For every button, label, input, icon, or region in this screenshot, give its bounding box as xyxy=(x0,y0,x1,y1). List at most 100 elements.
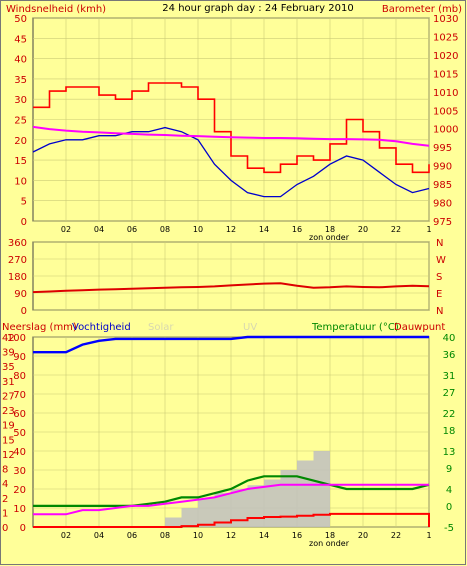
wind-tick-label: 10 xyxy=(14,176,27,187)
x-tick-label-bottom: 06 xyxy=(127,531,137,540)
temperature-tick-label: 9 xyxy=(446,464,452,475)
barometer-tick-label: 1020 xyxy=(433,51,458,62)
temperature-tick-label: 40 xyxy=(443,333,456,344)
wind-tick-label: 45 xyxy=(14,34,27,45)
x-tick-label-top: 06 xyxy=(127,225,137,234)
x-tick-label-bottom: 08 xyxy=(160,531,170,540)
wind-direction-line xyxy=(32,282,430,294)
compass-label: N xyxy=(436,306,443,317)
x-tick-label-bottom: 18 xyxy=(325,531,335,540)
rain-tick-label: 42 xyxy=(2,333,15,344)
rain-tick-label: 31 xyxy=(2,377,15,388)
barometer-tick-label: 1010 xyxy=(433,88,458,99)
rain-tick-label: 15 xyxy=(2,435,15,446)
chart-title: 24 hour graph day : 24 February 2010 xyxy=(162,3,353,14)
humidity-tick-label: 50 xyxy=(13,428,26,439)
x-tick-label-top: 16 xyxy=(292,225,302,234)
barometer-axis-title: Barometer (mb) xyxy=(382,4,462,15)
barometer-tick-label: 1030 xyxy=(433,14,458,25)
uv-axis-title: UV xyxy=(243,322,257,333)
compass-label: S xyxy=(436,272,442,283)
humidity-tick-label: 60 xyxy=(13,409,26,420)
x-tick-label-bottom: 22 xyxy=(391,531,401,540)
barometer-tick-label: 1025 xyxy=(433,32,458,43)
x-tick-label-top: 04 xyxy=(94,225,104,234)
barometer-tick-label: 995 xyxy=(433,143,452,154)
x-tick-label-bottom: 1 xyxy=(426,531,431,540)
wind-tick-label: 5 xyxy=(21,197,27,208)
solar-axis-title: Solar xyxy=(148,322,174,333)
barometer-line xyxy=(32,125,430,147)
humidity-tick-label: 30 xyxy=(13,466,26,477)
rain-tick-label: 23 xyxy=(2,406,15,417)
x-tick-label-top: 08 xyxy=(160,225,170,234)
direction-tick-label: 270 xyxy=(8,255,27,266)
dewpoint-axis-title: Dauwpunt xyxy=(394,322,445,333)
wind-tick-label: 20 xyxy=(14,136,27,147)
humidity-tick-label: 20 xyxy=(13,485,26,496)
wind-tick-label: 0 xyxy=(21,217,27,228)
direction-tick-label: 90 xyxy=(14,289,27,300)
barometer-tick-label: 975 xyxy=(433,217,452,228)
solar-bar xyxy=(181,508,198,527)
solar-bar xyxy=(198,498,215,527)
temperature-tick-label: 13 xyxy=(443,447,456,458)
barometer-tick-label: 990 xyxy=(433,162,452,173)
solar-bar xyxy=(165,517,182,527)
humidity-tick-label: 100 xyxy=(7,333,26,344)
x-tick-label-top: 14 xyxy=(259,225,269,234)
barometer-tick-label: 1000 xyxy=(433,125,458,136)
temperature-tick-label: 27 xyxy=(443,388,456,399)
rain-tick-label: 8 xyxy=(2,465,8,476)
barometer-tick-label: 1015 xyxy=(433,69,458,80)
wind-tick-label: 30 xyxy=(14,95,27,106)
x-tick-label-bottom: 20 xyxy=(358,531,368,540)
wind-tick-label: 25 xyxy=(14,116,27,127)
dewpoint-line xyxy=(33,483,429,516)
temperature-tick-label: -5 xyxy=(444,523,454,534)
x-tick-label-top: 10 xyxy=(193,225,203,234)
temperature-tick-label: 31 xyxy=(443,371,456,382)
x-tick-label-bottom: 04 xyxy=(94,531,104,540)
wind-tick-label: 40 xyxy=(14,55,27,66)
solar-bar xyxy=(247,485,264,527)
solar-bar xyxy=(313,451,330,527)
direction-tick-label: 180 xyxy=(8,272,27,283)
rain-tick-label: 27 xyxy=(2,391,15,402)
solar-bar xyxy=(264,479,281,527)
temperature-line xyxy=(33,475,430,507)
humidity-tick-label: 90 xyxy=(13,352,26,363)
temperature-tick-label: 4 xyxy=(446,485,452,496)
x-tick-label-bottom: 14 xyxy=(259,531,269,540)
compass-label: E xyxy=(436,289,442,300)
compass-label: W xyxy=(436,255,446,266)
rain-tick-label: 39 xyxy=(2,348,15,359)
temperature-tick-label: 0 xyxy=(446,502,452,513)
rain-tick-label: 12 xyxy=(2,450,15,461)
rain-tick-label: 2 xyxy=(2,494,8,505)
solar-bar xyxy=(214,492,231,527)
x-tick-label-top: 22 xyxy=(391,225,401,234)
solar-bar xyxy=(231,489,248,527)
x-tick-label-top: 02 xyxy=(61,225,71,234)
sunset-label-top: zon onder xyxy=(309,233,350,242)
x-tick-label-bottom: 16 xyxy=(292,531,302,540)
temperature-tick-label: 36 xyxy=(443,350,456,361)
direction-tick-label: 0 xyxy=(21,306,27,317)
barometer-tick-label: 985 xyxy=(433,180,452,191)
x-tick-label-bottom: 02 xyxy=(61,531,71,540)
humidity-tick-label: 0 xyxy=(20,523,26,534)
wind-average-line xyxy=(32,126,430,198)
x-tick-label-top: 12 xyxy=(226,225,236,234)
barometer-tick-label: 980 xyxy=(433,199,452,210)
humidity-axis-title: Vochtigheid xyxy=(72,322,131,333)
x-tick-label-top: 18 xyxy=(325,225,335,234)
x-tick-label-top: 1 xyxy=(426,225,431,234)
x-tick-label-bottom: 10 xyxy=(193,531,203,540)
rain-tick-label: 1 xyxy=(2,508,8,519)
wind-tick-label: 15 xyxy=(14,156,27,167)
humidity-tick-label: 10 xyxy=(13,504,26,515)
rain-line xyxy=(33,512,430,528)
